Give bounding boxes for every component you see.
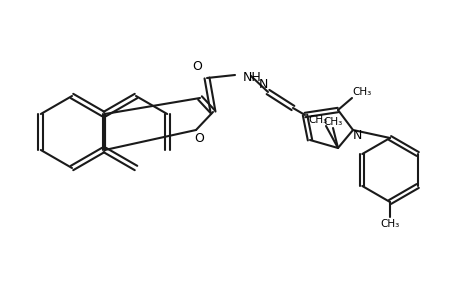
Text: O: O — [192, 59, 202, 73]
Text: N: N — [258, 77, 267, 91]
Text: CH₃: CH₃ — [308, 115, 327, 125]
Text: CH₃: CH₃ — [352, 87, 371, 97]
Text: CH₃: CH₃ — [323, 117, 342, 127]
Text: N: N — [352, 128, 361, 142]
Text: NH: NH — [242, 70, 261, 83]
Text: O: O — [194, 131, 203, 145]
Text: CH₃: CH₃ — [380, 219, 399, 229]
